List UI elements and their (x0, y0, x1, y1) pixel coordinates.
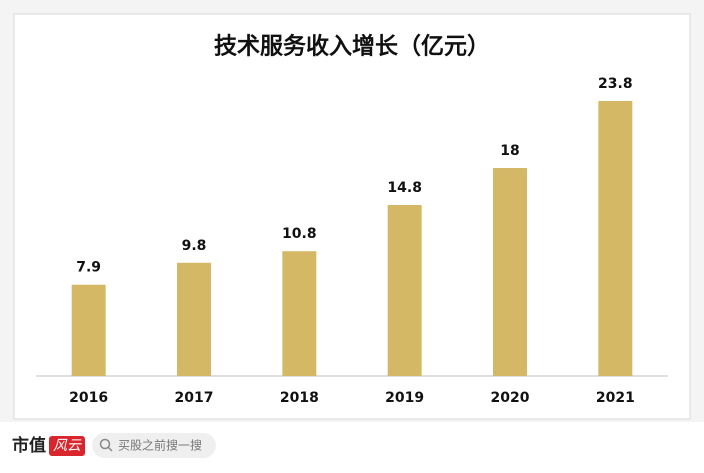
x-tick-label: 2019 (385, 390, 424, 406)
brand: 市值 (12, 435, 46, 456)
bar (387, 204, 422, 376)
bar (177, 262, 211, 376)
value-label: 23.8 (598, 76, 633, 92)
search-icon-handle (107, 446, 113, 452)
x-tick-label: 2016 (69, 390, 108, 406)
logo: 风云 (53, 438, 82, 454)
card (13, 13, 691, 420)
search-box[interactable] (92, 433, 216, 458)
bar (71, 284, 106, 376)
search-text: 买股之前搜一搜 (118, 438, 202, 453)
logo-box (49, 436, 85, 456)
value-label: 7.9 (76, 260, 101, 276)
value-label: 18 (500, 143, 519, 159)
chart-title: 技术服务收入增长（亿元） (214, 33, 490, 60)
x-tick-label: 2018 (280, 390, 319, 406)
value-label: 9.8 (182, 238, 207, 254)
bar (282, 251, 317, 376)
bar (598, 101, 633, 376)
value-label: 14.8 (387, 180, 422, 196)
x-tick-label: 2017 (175, 390, 214, 406)
value-label: 10.8 (282, 226, 317, 242)
search-icon (99, 438, 111, 450)
x-tick-label: 2021 (596, 390, 635, 406)
x-tick-label: 2020 (491, 390, 530, 406)
bar (493, 168, 527, 376)
